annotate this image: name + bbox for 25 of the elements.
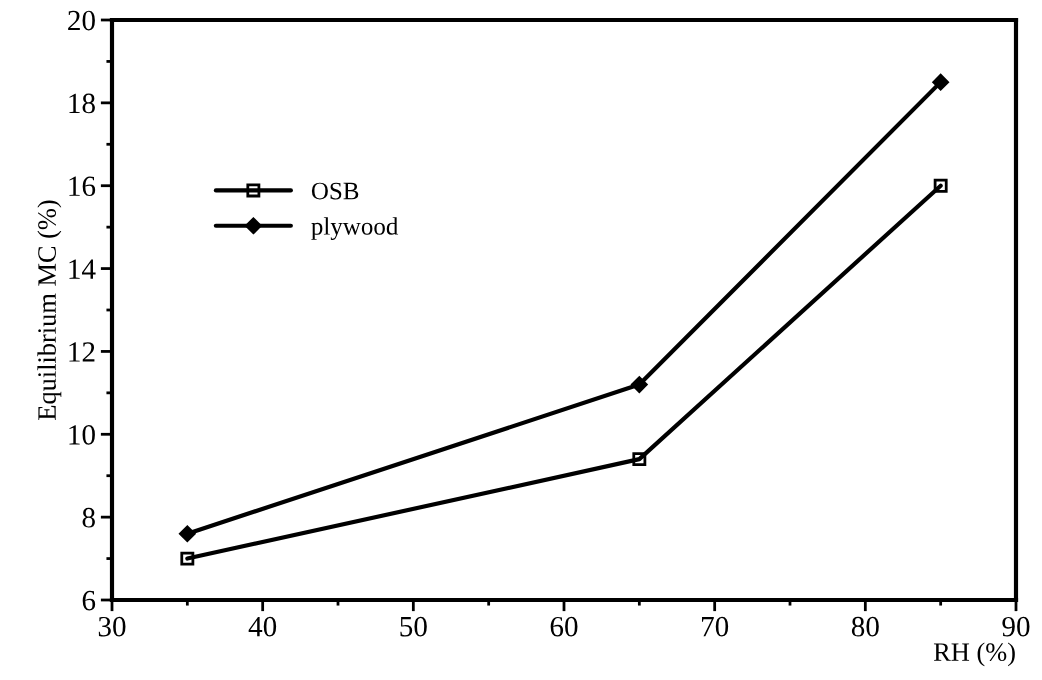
x-axis-title: RH (%) bbox=[933, 642, 1015, 667]
y-tick-label: 6 bbox=[82, 590, 96, 611]
x-tick-label: 50 bbox=[400, 616, 427, 637]
x-tick-label: 70 bbox=[702, 616, 729, 637]
point bbox=[632, 452, 647, 467]
y-tick-label: 18 bbox=[69, 93, 95, 114]
y-tick-label: 20 bbox=[68, 10, 95, 31]
y-axis-title: Equilibrium MC (%) bbox=[37, 200, 62, 420]
y-tick-label: 14 bbox=[69, 259, 96, 279]
x-tick-label: 90 bbox=[1002, 616, 1030, 637]
y-tick-label: 12 bbox=[69, 342, 95, 362]
point bbox=[180, 551, 195, 566]
point bbox=[179, 525, 196, 542]
y-tick-label: 10 bbox=[69, 425, 95, 445]
x-tick-label: 40 bbox=[248, 616, 277, 637]
point bbox=[932, 73, 949, 91]
x-tick-label: 30 bbox=[98, 616, 126, 637]
point bbox=[631, 376, 648, 393]
x-tick-label: 60 bbox=[550, 616, 578, 637]
legend-label: plywood bbox=[311, 217, 399, 240]
y-tick-label: 8 bbox=[82, 507, 95, 528]
y-tick-label: 16 bbox=[69, 176, 96, 197]
x-tick-label: 80 bbox=[851, 616, 879, 637]
legend-label: OSB bbox=[311, 182, 359, 200]
point bbox=[933, 178, 948, 193]
